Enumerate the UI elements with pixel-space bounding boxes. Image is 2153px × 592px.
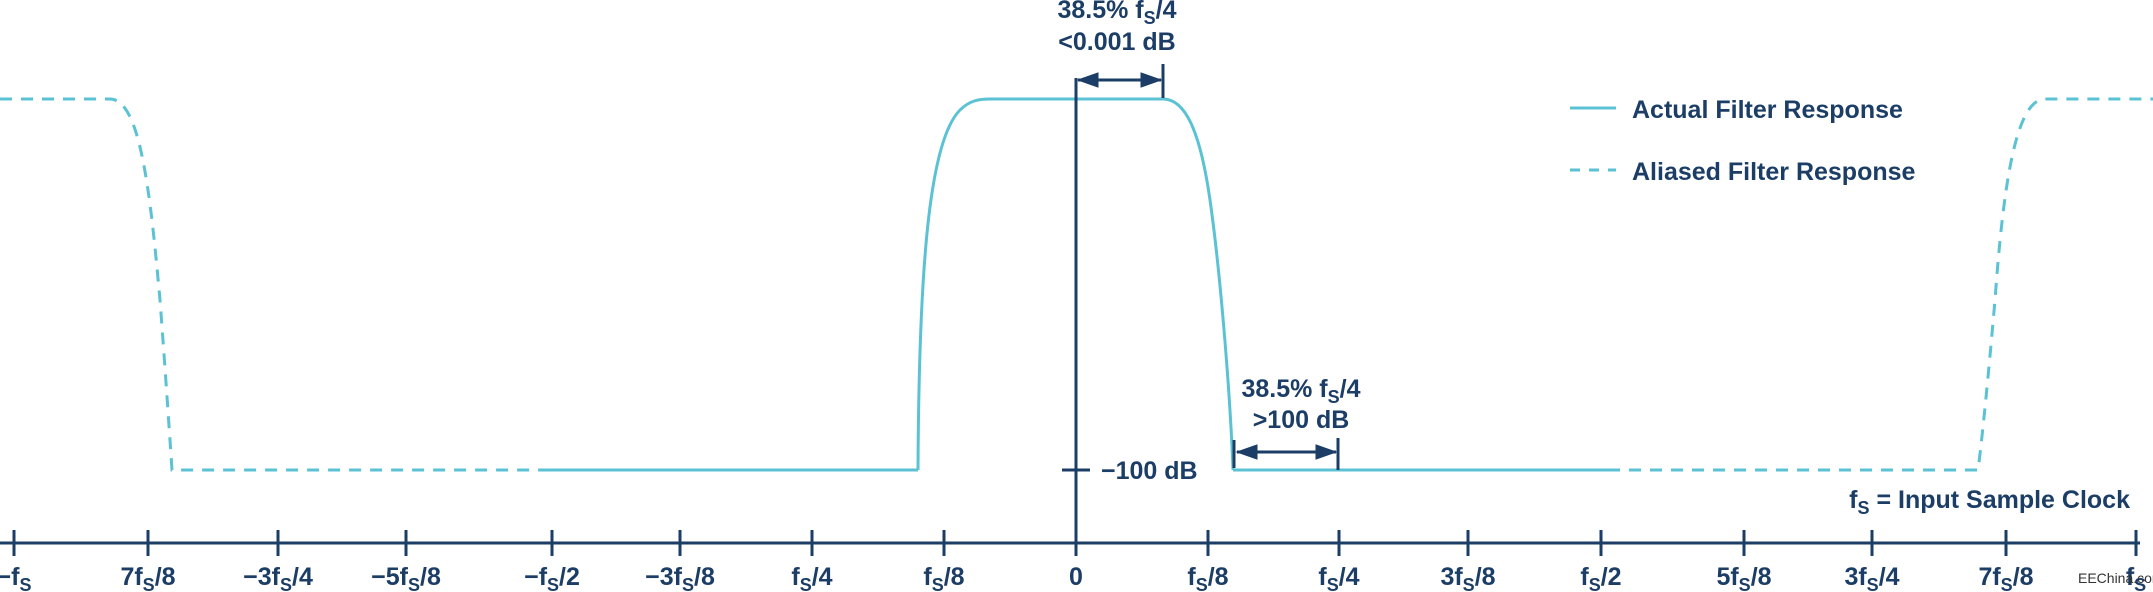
x-tick-label: 7fS/8 xyxy=(1978,563,2033,592)
x-tick-label: −fS/2 xyxy=(524,563,580,592)
passband-annotation: 38.5% fS/4 <0.001 dB xyxy=(1057,0,1177,98)
y-marker-label: −100 dB xyxy=(1101,457,1198,485)
stopband-arrowhead-left xyxy=(1235,444,1258,460)
stopband-annotation-line2: >100 dB xyxy=(1253,406,1350,434)
sample-clock-note: fS = Input Sample Clock xyxy=(1849,486,2130,518)
passband-arrowhead-right xyxy=(1140,72,1163,88)
axes: −fS 7fS/8 −3fS/4 −5fS/8 −fS/2 −3fS/8 fS/4 fS/8 0… xyxy=(0,78,2146,592)
curves xyxy=(0,97,2153,472)
legend: Actual Filter Response Aliased Filter Re… xyxy=(1570,96,1916,186)
aliased-response-left xyxy=(0,97,545,472)
x-axis-ticks: −fS 7fS/8 −3fS/4 −5fS/8 −fS/2 −3fS/8 fS/4 fS/8 0… xyxy=(0,530,2146,592)
stopband-annotation: 38.5% fS/4 >100 dB xyxy=(1232,375,1361,470)
x-tick-label: fS/4 xyxy=(791,563,832,592)
stopband-arrowhead-right xyxy=(1315,444,1338,460)
passband-annotation-line1: 38.5% fS/4 xyxy=(1057,0,1176,28)
aliased-response-right xyxy=(1608,97,2153,472)
passband-arrowhead-left xyxy=(1076,72,1099,88)
x-tick-label: fS/4 xyxy=(1318,563,1359,592)
x-tick-label: fS xyxy=(2126,563,2146,592)
watermark: EEChina.com xyxy=(2078,570,2153,586)
passband-annotation-line2: <0.001 dB xyxy=(1058,28,1175,56)
x-tick-label: −5fS/8 xyxy=(371,563,441,592)
x-tick-label: fS/2 xyxy=(1580,563,1621,592)
stopband-annotation-line1: 38.5% fS/4 xyxy=(1241,375,1360,407)
x-tick-label: 0 xyxy=(1069,563,1083,591)
x-tick-label: fS/8 xyxy=(923,563,964,592)
legend-label-actual: Actual Filter Response xyxy=(1632,96,1903,124)
x-tick-label: −3fS/4 xyxy=(243,563,313,592)
x-tick-label: fS/8 xyxy=(1187,563,1228,592)
x-tick-label: 3fS/8 xyxy=(1440,563,1495,592)
legend-label-aliased: Aliased Filter Response xyxy=(1632,158,1916,186)
x-tick-label: −fS xyxy=(0,563,31,592)
x-tick-label: 5fS/8 xyxy=(1716,563,1771,592)
x-tick-label: −3fS/8 xyxy=(645,563,715,592)
actual-response-main-lobe xyxy=(916,97,1235,471)
x-tick-label: 3fS/4 xyxy=(1844,563,1899,592)
x-tick-label: 7fS/8 xyxy=(120,563,175,592)
